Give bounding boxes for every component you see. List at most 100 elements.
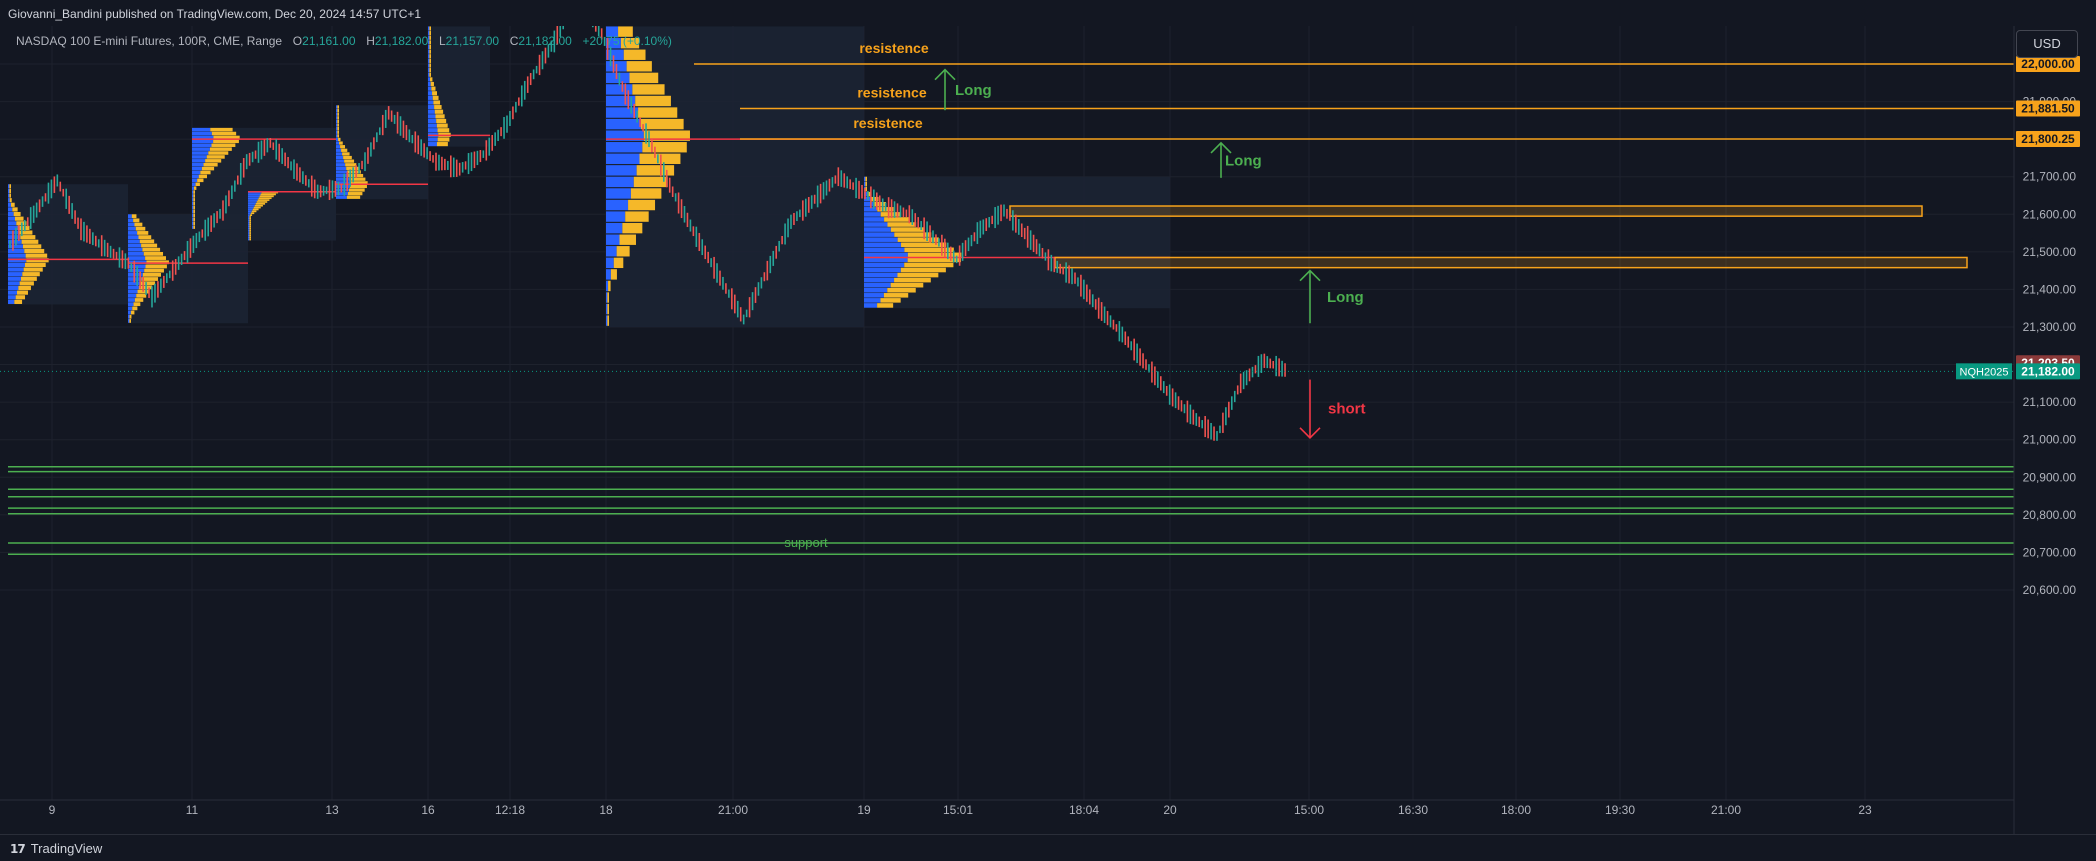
profile-bar-down [248,210,252,213]
profile-bar-down [864,252,908,258]
chart-area[interactable]: support resistence resistence resistence Lo… [0,0,2096,834]
time-tick-label: 18:04 [1069,803,1099,817]
profile-bar-down [248,214,250,216]
profile-bar-down [864,212,881,217]
profile-bar-down [606,211,626,222]
profile-bar-up [901,242,947,248]
profile-bar-up [904,247,954,253]
price-chart[interactable]: support resistence resistence resistence Lo… [0,0,2096,834]
profile-bar-down [8,193,10,198]
profile-bar-up [9,184,11,189]
currency-button[interactable]: USD [2016,30,2078,58]
profile-bar-down [336,155,344,160]
profile-bar-down [606,153,640,164]
profile-bar-down [128,251,144,256]
profile-bar-up [429,54,431,59]
profile-bar-down [192,209,194,214]
price-tick-label: 20,800.00 [2023,508,2077,522]
profile-bar-up [436,123,448,128]
profile-bar-down [248,218,250,220]
profile-bar-up [9,193,11,198]
profile-bar-up [250,212,255,215]
profile-bar-up [260,193,276,196]
profile-bar-down [192,139,214,144]
profile-bar-up [345,163,357,167]
profile-bar-down [192,205,194,210]
profile-bar-up [13,211,21,217]
profile-bar-up [261,191,279,194]
grid-lines [0,26,2014,800]
profile-bar-down [864,232,895,237]
profile-bar-down [248,221,250,224]
profile-bar-up [639,153,681,164]
profile-bar-up [635,95,671,107]
profile-bar-up [249,216,251,218]
profile-bar-up [131,214,137,219]
profile-bar-down [606,72,630,84]
tradingview-logo[interactable]: 17 TradingView [10,841,102,856]
resistance-label: resistence [853,115,922,131]
profile-bar-down [128,256,146,260]
profile-bar-up [138,235,152,240]
profile-bar-down [248,193,261,196]
profile-bar-up [616,246,630,257]
profile-bar-down [8,225,18,231]
profile-bar-down [248,199,258,201]
profile-bar-up [610,269,617,280]
profile-bar-up [133,302,141,307]
profile-bar-down [428,58,430,63]
profile-bar-up [193,194,195,198]
profile-bar-down [864,242,902,248]
publisher-text: Giovanni_Bandini published on TradingVie… [8,7,422,21]
profile-bar-down [428,63,430,68]
profile-bar-up [195,182,200,187]
horizontal-levels: support resistence resistence resistence [8,40,2014,556]
profile-bar-down [8,299,15,304]
profile-bar-down [864,282,891,288]
profile-bar-down [864,222,888,227]
profile-bar-up [337,119,339,124]
profile-bar-down [8,235,21,240]
profile-bar-down [128,226,136,231]
symbol-name[interactable]: NASDAQ 100 E-mini Futures, 100R, CME, Ra… [16,34,283,48]
profile-bar-down [192,221,194,226]
profile-bar-down [606,37,621,49]
profile-bar-down [248,197,259,200]
profile-bar-up [203,162,218,167]
profile-bar-up [259,195,274,198]
profile-bar-up [211,143,236,147]
profile-bar-down [336,166,347,170]
profile-bar-up [249,233,251,235]
profile-bar-down [864,267,901,273]
profile-bar-up [613,257,624,269]
profile-bar-down [336,130,338,134]
profile-bar-up [257,199,270,201]
profile-bar-down [8,221,17,226]
profile-bar-down [864,227,891,232]
profile-bar-up [429,72,431,77]
profile-bar-up [348,188,365,192]
profile-bar-down [8,248,25,254]
profile-bar-up [9,188,11,194]
profile-bar-up [24,248,45,254]
profile-bar-up [193,186,197,190]
profile-bar-up [142,272,161,277]
profile-bar-up [193,221,195,226]
profile-bar-up [200,170,211,175]
profile-bar-up [623,49,646,60]
profile-bar-up [19,281,34,286]
time-tick-label: 21:00 [718,803,748,817]
price-label-text: 21,800.25 [2021,132,2075,146]
profile-bar-up [134,222,143,227]
profile-bar-up [145,256,166,260]
resistance-label: resistence [859,40,928,56]
profile-bar-up [23,267,43,272]
profile-bar-down [864,287,888,293]
annotation-label: Long [1225,152,1262,169]
profile-bar-up [143,251,164,256]
profile-bar-up [887,287,916,293]
profile-bar-up [337,108,339,113]
profile-bar-up [432,95,439,100]
profile-bar-down [192,170,201,175]
profile-bar-down [606,142,643,153]
